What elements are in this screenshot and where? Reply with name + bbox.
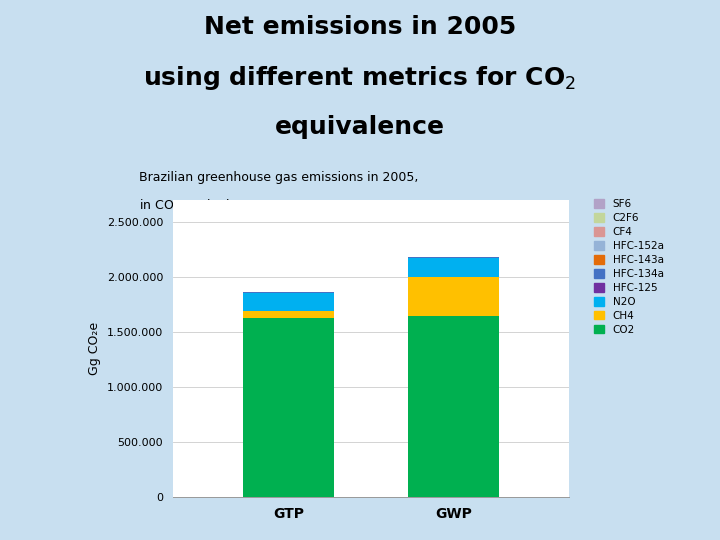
Text: Net emissions in 2005: Net emissions in 2005 [204, 15, 516, 39]
Bar [243, 318, 333, 497]
Bar [408, 277, 499, 316]
Y-axis label: Gg CO₂e: Gg CO₂e [88, 322, 101, 375]
Bar [408, 316, 499, 497]
Bar [243, 311, 333, 318]
Bar [243, 293, 333, 311]
Text: equivalence: equivalence [275, 115, 445, 139]
Bar [408, 258, 499, 277]
Text: in CO$_2$ equivalents: in CO$_2$ equivalents [139, 197, 257, 214]
Bar [408, 257, 499, 258]
Legend: SF6, C2F6, CF4, HFC-152a, HFC-143a, HFC-134a, HFC-125, N2O, CH4, CO2: SF6, C2F6, CF4, HFC-152a, HFC-143a, HFC-… [594, 199, 664, 335]
Text: using different metrics for CO$_2$: using different metrics for CO$_2$ [143, 64, 577, 91]
Text: Brazilian greenhouse gas emissions in 2005,: Brazilian greenhouse gas emissions in 20… [139, 171, 418, 184]
